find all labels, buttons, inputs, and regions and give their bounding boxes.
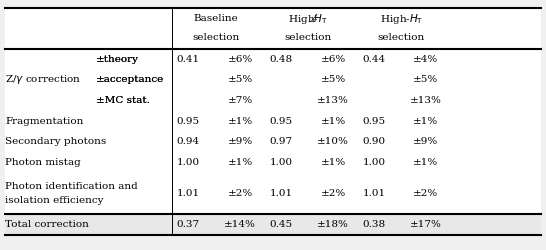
Text: ±1%: ±1% bbox=[321, 116, 346, 126]
Text: 0.97: 0.97 bbox=[270, 137, 293, 146]
Text: ±14%: ±14% bbox=[224, 220, 256, 229]
Text: 0.90: 0.90 bbox=[363, 137, 385, 146]
Text: ±9%: ±9% bbox=[413, 137, 438, 146]
Text: 1.00: 1.00 bbox=[177, 158, 200, 167]
Text: ±acceptance: ±acceptance bbox=[96, 75, 164, 84]
Text: selection: selection bbox=[192, 33, 239, 42]
Text: selection: selection bbox=[285, 33, 332, 42]
Text: 1.01: 1.01 bbox=[363, 189, 385, 198]
Bar bbox=[5, 49, 93, 111]
Text: 1.00: 1.00 bbox=[363, 158, 385, 167]
Text: ±2%: ±2% bbox=[228, 189, 253, 198]
Text: 0.95: 0.95 bbox=[363, 116, 385, 126]
Text: ±6%: ±6% bbox=[321, 55, 346, 64]
Text: 0.37: 0.37 bbox=[177, 220, 200, 229]
Text: ±acceptance: ±acceptance bbox=[96, 75, 164, 84]
Text: 1.01: 1.01 bbox=[177, 189, 200, 198]
Text: Z/$\gamma$ correction: Z/$\gamma$ correction bbox=[5, 73, 82, 86]
Text: 0.95: 0.95 bbox=[270, 116, 293, 126]
Text: ±MC stat.: ±MC stat. bbox=[96, 96, 150, 105]
Text: 1.01: 1.01 bbox=[270, 189, 293, 198]
Text: 0.95: 0.95 bbox=[177, 116, 200, 126]
Text: ±MC stat.: ±MC stat. bbox=[96, 96, 150, 105]
Text: Total correction: Total correction bbox=[5, 220, 90, 229]
Text: 0.94: 0.94 bbox=[177, 137, 200, 146]
Text: ±theory: ±theory bbox=[96, 55, 139, 64]
Text: ±7%: ±7% bbox=[228, 96, 253, 105]
Text: Fragmentation: Fragmentation bbox=[5, 116, 84, 126]
Text: Baseline: Baseline bbox=[193, 14, 238, 23]
Text: ±6%: ±6% bbox=[228, 55, 253, 64]
Text: 0.44: 0.44 bbox=[363, 55, 385, 64]
Text: Secondary photons: Secondary photons bbox=[5, 137, 106, 146]
Text: 1.00: 1.00 bbox=[270, 158, 293, 167]
Text: 0.48: 0.48 bbox=[270, 55, 293, 64]
Text: ±5%: ±5% bbox=[228, 75, 253, 84]
Text: ±13%: ±13% bbox=[410, 96, 442, 105]
Text: selection: selection bbox=[378, 33, 425, 42]
Text: ±1%: ±1% bbox=[228, 158, 253, 167]
Text: ±4%: ±4% bbox=[413, 55, 438, 64]
Text: 0.41: 0.41 bbox=[177, 55, 200, 64]
Text: ±18%: ±18% bbox=[317, 220, 349, 229]
Text: ±17%: ±17% bbox=[410, 220, 442, 229]
Text: ±13%: ±13% bbox=[317, 96, 349, 105]
Text: ±2%: ±2% bbox=[321, 189, 346, 198]
Text: Photon mistag: Photon mistag bbox=[5, 158, 81, 167]
Text: ±10%: ±10% bbox=[317, 137, 349, 146]
Text: ±2%: ±2% bbox=[413, 189, 438, 198]
Text: ±theory: ±theory bbox=[96, 55, 139, 64]
Text: ±1%: ±1% bbox=[228, 116, 253, 126]
Text: 0.45: 0.45 bbox=[270, 220, 293, 229]
Text: ±9%: ±9% bbox=[228, 137, 253, 146]
Bar bbox=[5, 214, 541, 235]
Text: High-$\not\!\!H_{\mathrm{T}}$: High-$\not\!\!H_{\mathrm{T}}$ bbox=[288, 11, 329, 26]
Text: 0.38: 0.38 bbox=[363, 220, 385, 229]
Text: ±1%: ±1% bbox=[321, 158, 346, 167]
Text: isolation efficiency: isolation efficiency bbox=[5, 196, 104, 205]
Text: ±1%: ±1% bbox=[413, 158, 438, 167]
Text: ±1%: ±1% bbox=[413, 116, 438, 126]
Text: Photon identification and: Photon identification and bbox=[5, 182, 138, 191]
Text: ±5%: ±5% bbox=[321, 75, 346, 84]
Text: High-$H_{\mathrm{T}}$: High-$H_{\mathrm{T}}$ bbox=[379, 12, 423, 26]
Text: ±5%: ±5% bbox=[413, 75, 438, 84]
